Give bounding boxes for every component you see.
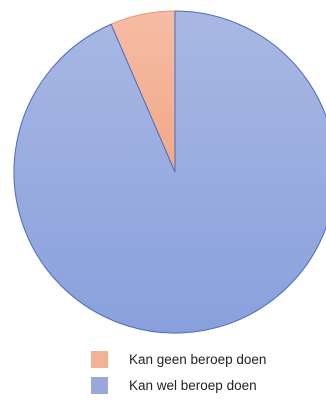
pie-slices <box>13 10 326 334</box>
legend-label-geen: Kan geen beroep doen <box>129 351 267 367</box>
legend-swatch-wel <box>91 376 108 394</box>
legend-item-wel: Kan wel beroep doen <box>91 375 266 395</box>
legend-swatch-geen <box>91 350 108 368</box>
legend-item-geen: Kan geen beroep doen <box>91 349 266 369</box>
chart-legend: Kan geen beroep doen Kan wel beroep doen <box>91 349 266 401</box>
pie-slice-wel <box>13 10 326 334</box>
legend-label-wel: Kan wel beroep doen <box>129 377 257 393</box>
